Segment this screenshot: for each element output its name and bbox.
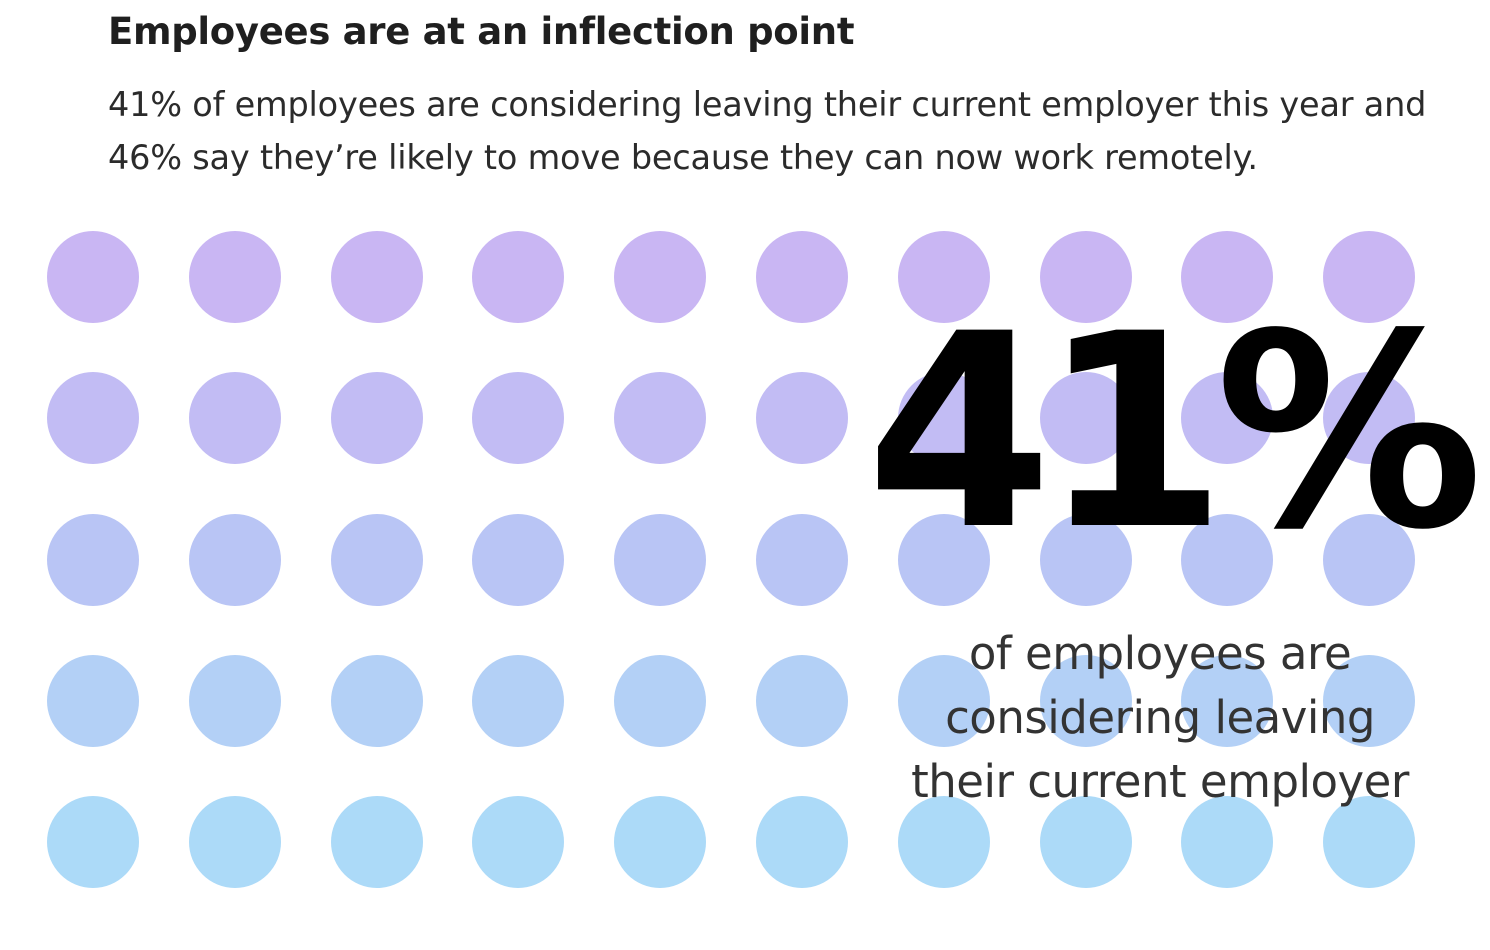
grid-dot — [330, 654, 423, 747]
grid-dot — [188, 372, 281, 465]
grid-dot — [1323, 372, 1416, 465]
big-stat-value: 41% — [866, 277, 1483, 589]
grid-dot — [1181, 372, 1274, 465]
grid-dot — [614, 513, 707, 606]
grid-dot — [756, 654, 848, 747]
grid-dot — [330, 372, 423, 465]
stat-caption: of employees are considering leaving the… — [880, 622, 1440, 814]
stat-caption-line: of employees are — [968, 627, 1352, 680]
grid-dot — [1039, 796, 1132, 889]
grid-dot — [472, 231, 565, 323]
grid-dot — [1181, 513, 1274, 606]
grid-dot — [47, 796, 139, 889]
grid-dot — [472, 796, 565, 889]
grid-dot — [1323, 513, 1416, 606]
grid-dot — [756, 513, 848, 606]
grid-dot — [1181, 796, 1274, 889]
grid-dot — [330, 231, 423, 323]
grid-dot — [1039, 654, 1132, 747]
grid-dot — [472, 654, 565, 747]
grid-dot — [47, 372, 139, 465]
grid-dot — [756, 372, 848, 465]
grid-dot — [47, 513, 139, 606]
grid-dot — [897, 654, 990, 747]
grid-dot — [472, 372, 565, 465]
grid-dot — [897, 513, 990, 606]
stat-caption-line: their current employer — [911, 755, 1409, 808]
grid-dot — [188, 231, 281, 323]
grid-dot — [1039, 372, 1132, 465]
grid-dot — [897, 372, 990, 465]
grid-dot — [756, 231, 848, 323]
grid-dot — [47, 231, 139, 323]
stat-caption-line: considering leaving — [945, 691, 1375, 744]
grid-dot — [614, 654, 707, 747]
grid-dot — [1323, 654, 1416, 747]
grid-dot — [614, 796, 707, 889]
grid-dot — [897, 796, 990, 889]
grid-dot — [614, 231, 707, 323]
grid-dot — [188, 513, 281, 606]
grid-dot — [1039, 231, 1132, 323]
grid-dot — [1323, 231, 1416, 323]
grid-dot — [614, 372, 707, 465]
grid-dot — [330, 513, 423, 606]
grid-dot — [188, 654, 281, 747]
grid-dot — [472, 513, 565, 606]
grid-dot — [188, 796, 281, 889]
page-heading: Employees are at an inflection point — [108, 10, 855, 53]
grid-dot — [1323, 796, 1416, 889]
grid-dot — [1039, 513, 1132, 606]
grid-dot — [47, 654, 139, 747]
grid-dot — [330, 796, 423, 889]
grid-dot — [1181, 654, 1274, 747]
grid-dot — [1181, 231, 1274, 323]
summary-text: 41% of employees are considering leaving… — [108, 85, 1427, 177]
grid-dot — [897, 231, 990, 323]
grid-dot — [756, 796, 848, 889]
